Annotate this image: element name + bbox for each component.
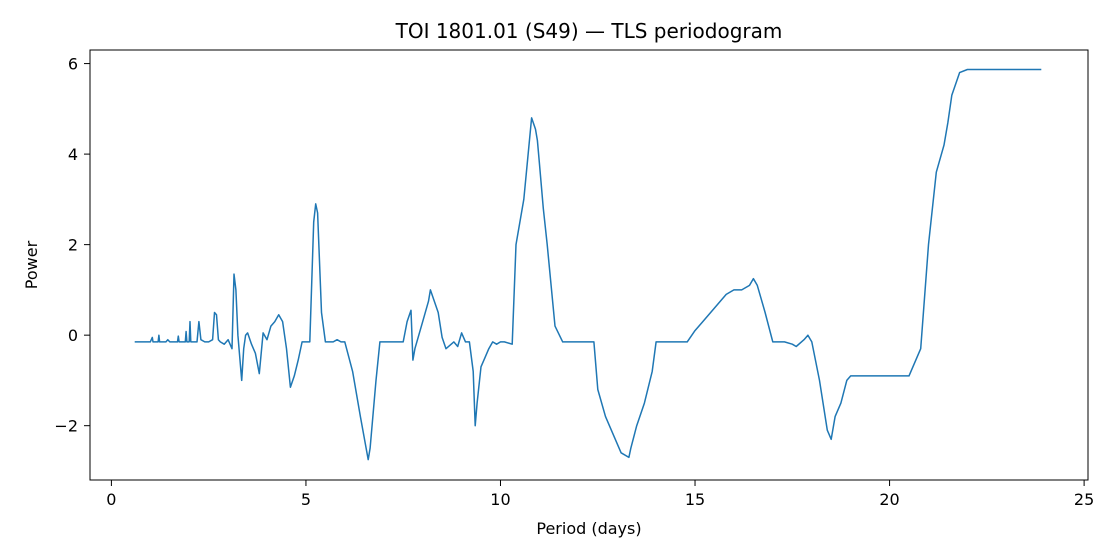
series-line-0	[134, 68, 1042, 461]
y-tick-label: −2	[54, 417, 78, 436]
x-tick-label: 25	[1074, 490, 1094, 509]
y-tick-label: 6	[68, 55, 78, 74]
x-axis-label: Period (days)	[536, 519, 641, 538]
y-tick-label: 4	[68, 145, 78, 164]
y-axis-label: Power	[22, 240, 41, 289]
x-tick-label: 5	[301, 490, 311, 509]
x-tick-label: 10	[490, 490, 510, 509]
y-tick-label: 0	[68, 326, 78, 345]
series-layer	[134, 68, 1042, 461]
x-tick-label: 15	[685, 490, 705, 509]
x-tick-label: 20	[879, 490, 899, 509]
x-axis: 0 5 10 15 20 25	[106, 480, 1094, 509]
plot-area	[89, 49, 1089, 481]
x-tick-label: 0	[106, 490, 116, 509]
y-tick-label: 2	[68, 236, 78, 255]
axes-frame	[89, 49, 1089, 481]
y-axis: −2 0 2 4 6	[54, 55, 90, 436]
chart-title: TOI 1801.01 (S49) — TLS periodogram	[395, 19, 783, 43]
